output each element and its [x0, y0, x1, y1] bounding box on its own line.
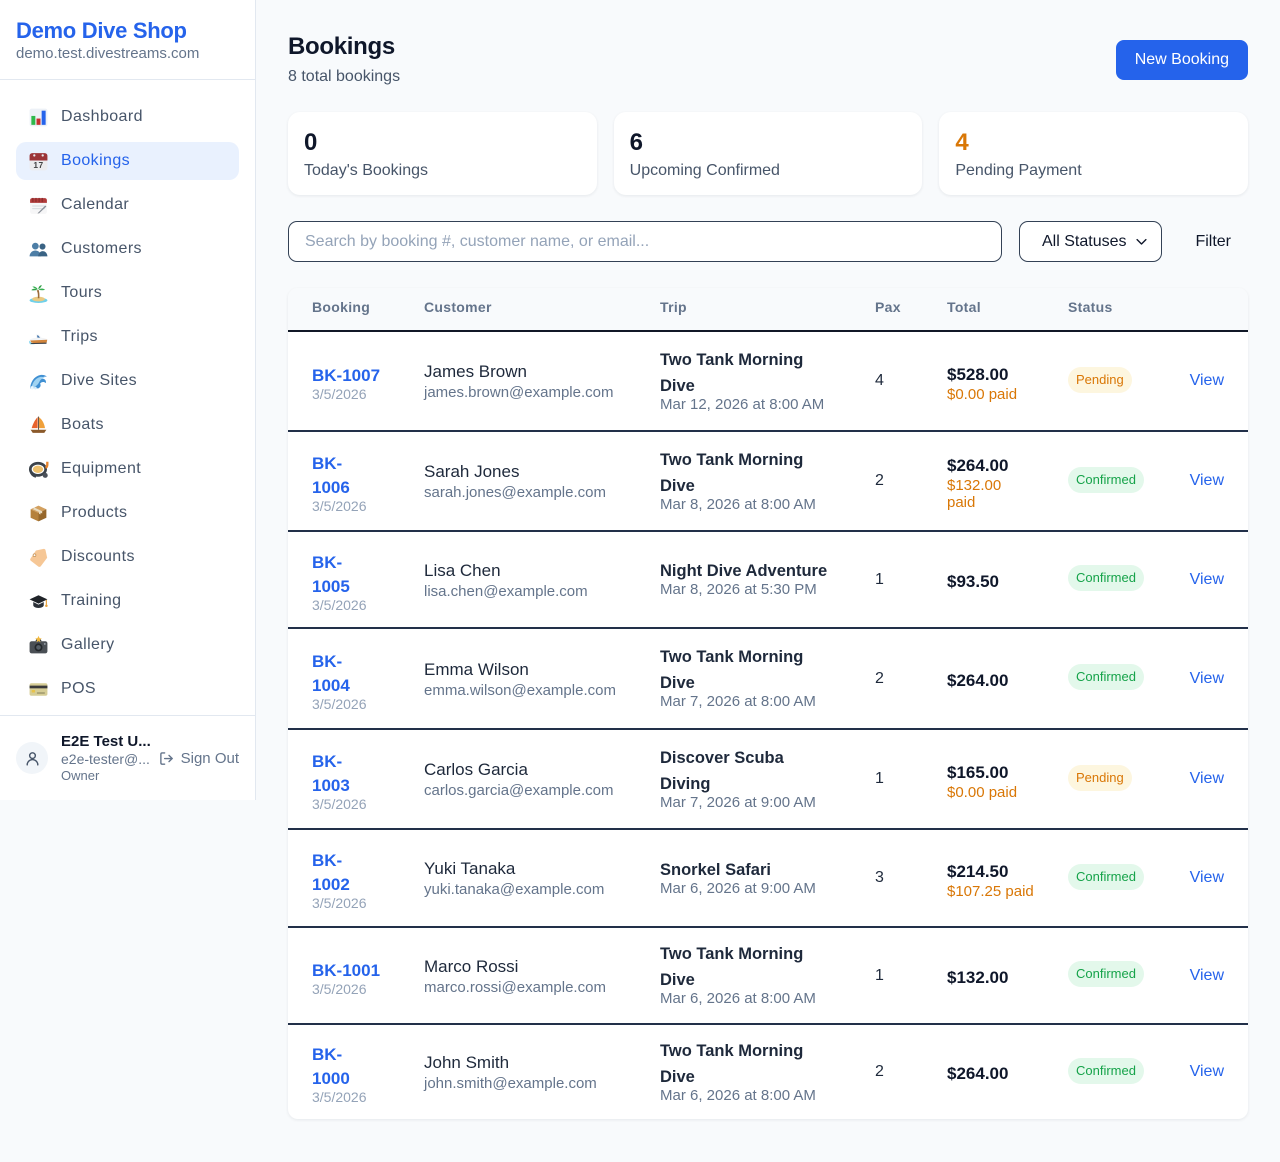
- svg-text:17: 17: [33, 160, 43, 170]
